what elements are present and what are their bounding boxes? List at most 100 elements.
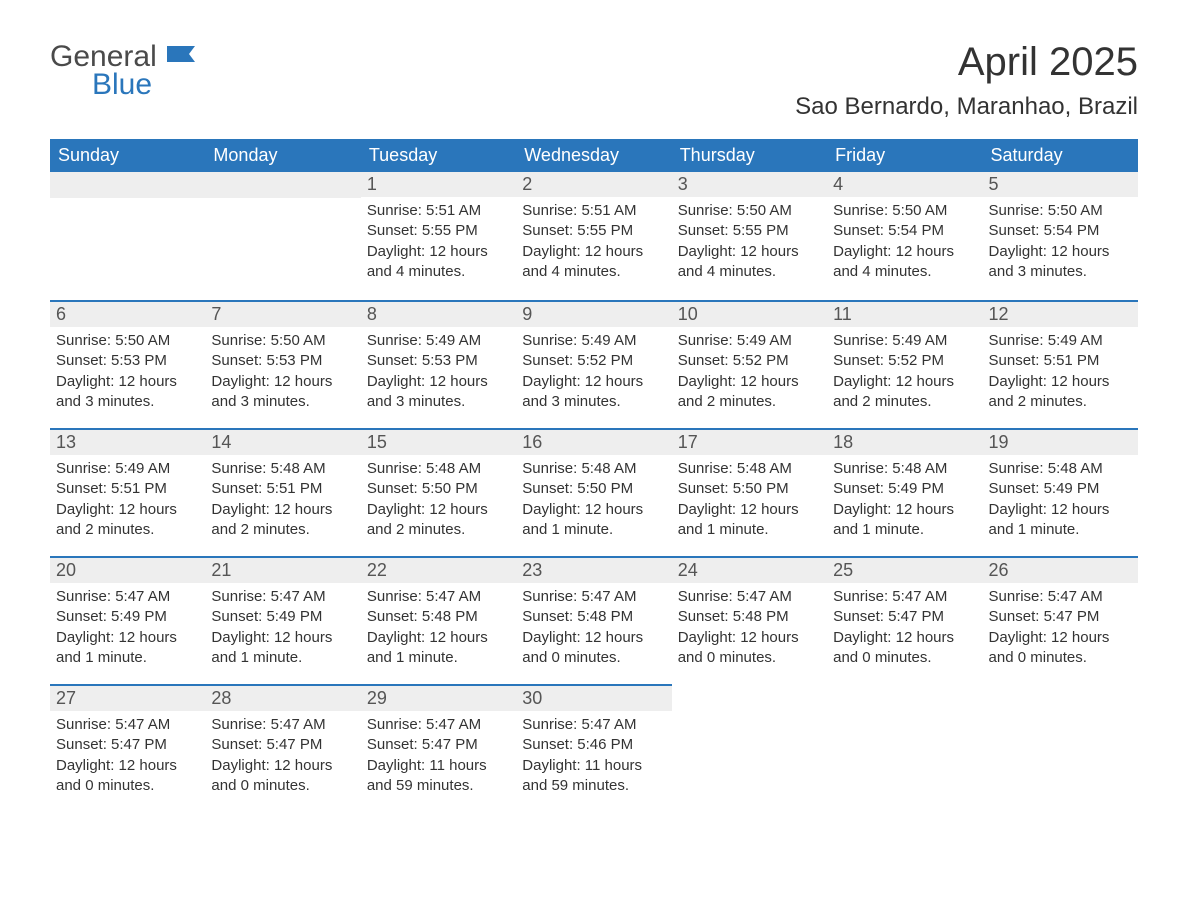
daylight-line: Daylight: 12 hours and 3 minutes. <box>56 372 199 413</box>
sunset-line: Sunset: 5:54 PM <box>989 221 1132 241</box>
day-body <box>983 690 1138 708</box>
day-cell: 16Sunrise: 5:48 AMSunset: 5:50 PMDayligh… <box>516 428 671 556</box>
weekday-header: Thursday <box>672 139 827 172</box>
daylight-line: Daylight: 12 hours and 1 minute. <box>56 628 199 669</box>
day-body <box>205 198 360 216</box>
day-cell: 29Sunrise: 5:47 AMSunset: 5:47 PMDayligh… <box>361 684 516 812</box>
sunset-line: Sunset: 5:50 PM <box>522 479 665 499</box>
sunrise-line: Sunrise: 5:48 AM <box>522 459 665 479</box>
location-subtitle: Sao Bernardo, Maranhao, Brazil <box>795 93 1138 121</box>
sunrise-line: Sunrise: 5:49 AM <box>56 459 199 479</box>
sunrise-line: Sunrise: 5:47 AM <box>56 715 199 735</box>
day-body: Sunrise: 5:47 AMSunset: 5:47 PMDaylight:… <box>983 583 1138 682</box>
sunset-line: Sunset: 5:47 PM <box>211 735 354 755</box>
daylight-line: Daylight: 12 hours and 3 minutes. <box>367 372 510 413</box>
sunrise-line: Sunrise: 5:47 AM <box>522 715 665 735</box>
day-body: Sunrise: 5:47 AMSunset: 5:48 PMDaylight:… <box>672 583 827 682</box>
weekday-header: Friday <box>827 139 982 172</box>
sunset-line: Sunset: 5:49 PM <box>211 607 354 627</box>
day-cell: 27 Sunrise: 5:47 AMSunset: 5:47 PMDayligh… <box>50 684 205 812</box>
day-body: Sunrise: 5:50 AMSunset: 5:53 PMDaylight:… <box>205 327 360 426</box>
day-number: 25 <box>827 558 982 583</box>
week-row: 6Sunrise: 5:50 AMSunset: 5:53 PMDaylight… <box>50 300 1138 428</box>
sunrise-line: Sunrise: 5:49 AM <box>367 331 510 351</box>
day-number: 17 <box>672 430 827 455</box>
day-number: 22 <box>361 558 516 583</box>
logo-flag-icon <box>167 40 195 74</box>
sunset-line: Sunset: 5:49 PM <box>833 479 976 499</box>
day-body: Sunrise: 5:47 AMSunset: 5:47 PMDaylight:… <box>361 711 516 810</box>
sunset-line: Sunset: 5:50 PM <box>367 479 510 499</box>
sunset-line: Sunset: 5:52 PM <box>522 351 665 371</box>
sunrise-line: Sunrise: 5:51 AM <box>522 201 665 221</box>
sunset-line: Sunset: 5:47 PM <box>56 735 199 755</box>
weekday-header: Saturday <box>983 139 1138 172</box>
day-body: Sunrise: 5:49 AMSunset: 5:51 PMDaylight:… <box>983 327 1138 426</box>
day-cell <box>205 172 360 300</box>
sunset-line: Sunset: 5:54 PM <box>833 221 976 241</box>
sunset-line: Sunset: 5:49 PM <box>989 479 1132 499</box>
sunrise-line: Sunrise: 5:47 AM <box>211 587 354 607</box>
day-number: 24 <box>672 558 827 583</box>
day-body: Sunrise: 5:47 AMSunset: 5:47 PMDaylight:… <box>205 711 360 810</box>
day-body: Sunrise: 5:48 AMSunset: 5:51 PMDaylight:… <box>205 455 360 554</box>
logo: General Blue <box>50 40 195 102</box>
sunset-line: Sunset: 5:55 PM <box>678 221 821 241</box>
day-cell: 9Sunrise: 5:49 AMSunset: 5:52 PMDaylight… <box>516 300 671 428</box>
week-row: 27Sunrise: 5:47 AMSunset: 5:47 PMDayligh… <box>50 684 1138 812</box>
day-cell: 11Sunrise: 5:49 AMSunset: 5:52 PMDayligh… <box>827 300 982 428</box>
daylight-line: Daylight: 12 hours and 0 minutes. <box>833 628 976 669</box>
sunrise-line: Sunrise: 5:47 AM <box>833 587 976 607</box>
day-cell: 7Sunrise: 5:50 AMSunset: 5:53 PMDaylight… <box>205 300 360 428</box>
sunrise-line: Sunrise: 5:49 AM <box>833 331 976 351</box>
day-cell: 30Sunrise: 5:47 AMSunset: 5:46 PMDayligh… <box>516 684 671 812</box>
day-body: Sunrise: 5:47 AMSunset: 5:49 PMDaylight:… <box>205 583 360 682</box>
day-cell: 13Sunrise: 5:49 AMSunset: 5:51 PMDayligh… <box>50 428 205 556</box>
sunset-line: Sunset: 5:51 PM <box>989 351 1132 371</box>
sunrise-line: Sunrise: 5:48 AM <box>367 459 510 479</box>
daylight-line: Daylight: 12 hours and 0 minutes. <box>678 628 821 669</box>
sunrise-line: Sunrise: 5:48 AM <box>833 459 976 479</box>
day-cell: 21Sunrise: 5:47 AMSunset: 5:49 PMDayligh… <box>205 556 360 684</box>
sunset-line: Sunset: 5:52 PM <box>833 351 976 371</box>
day-body <box>50 198 205 216</box>
sunrise-line: Sunrise: 5:47 AM <box>989 587 1132 607</box>
daylight-line: Daylight: 11 hours and 59 minutes. <box>522 756 665 797</box>
day-number: 23 <box>516 558 671 583</box>
weekday-header: Tuesday <box>361 139 516 172</box>
day-number: 1 <box>361 172 516 197</box>
day-number: 19 <box>983 430 1138 455</box>
sunset-line: Sunset: 5:53 PM <box>56 351 199 371</box>
sunrise-line: Sunrise: 5:47 AM <box>678 587 821 607</box>
daylight-line: Daylight: 12 hours and 3 minutes. <box>211 372 354 413</box>
daylight-line: Daylight: 12 hours and 3 minutes. <box>522 372 665 413</box>
day-body: Sunrise: 5:48 AMSunset: 5:49 PMDaylight:… <box>827 455 982 554</box>
day-number: 3 <box>672 172 827 197</box>
sunset-line: Sunset: 5:51 PM <box>56 479 199 499</box>
day-body <box>827 690 982 708</box>
day-number: 9 <box>516 302 671 327</box>
day-cell: 19Sunrise: 5:48 AMSunset: 5:49 PMDayligh… <box>983 428 1138 556</box>
week-row: 20Sunrise: 5:47 AMSunset: 5:49 PMDayligh… <box>50 556 1138 684</box>
day-number <box>205 172 360 198</box>
daylight-line: Daylight: 11 hours and 59 minutes. <box>367 756 510 797</box>
sunrise-line: Sunrise: 5:50 AM <box>56 331 199 351</box>
day-number: 20 <box>50 558 205 583</box>
day-number: 7 <box>205 302 360 327</box>
daylight-line: Daylight: 12 hours and 4 minutes. <box>522 242 665 283</box>
day-number: 21 <box>205 558 360 583</box>
sunset-line: Sunset: 5:48 PM <box>522 607 665 627</box>
day-cell: 8Sunrise: 5:49 AMSunset: 5:53 PMDaylight… <box>361 300 516 428</box>
day-cell: 18Sunrise: 5:48 AMSunset: 5:49 PMDayligh… <box>827 428 982 556</box>
sunrise-line: Sunrise: 5:50 AM <box>211 331 354 351</box>
sunrise-line: Sunrise: 5:51 AM <box>367 201 510 221</box>
sunset-line: Sunset: 5:47 PM <box>989 607 1132 627</box>
daylight-line: Daylight: 12 hours and 2 minutes. <box>678 372 821 413</box>
day-cell <box>50 172 205 300</box>
day-number: 13 <box>50 430 205 455</box>
sunrise-line: Sunrise: 5:50 AM <box>989 201 1132 221</box>
sunset-line: Sunset: 5:51 PM <box>211 479 354 499</box>
daylight-line: Daylight: 12 hours and 0 minutes. <box>56 756 199 797</box>
day-number: 27 <box>50 686 205 711</box>
day-number: 15 <box>361 430 516 455</box>
